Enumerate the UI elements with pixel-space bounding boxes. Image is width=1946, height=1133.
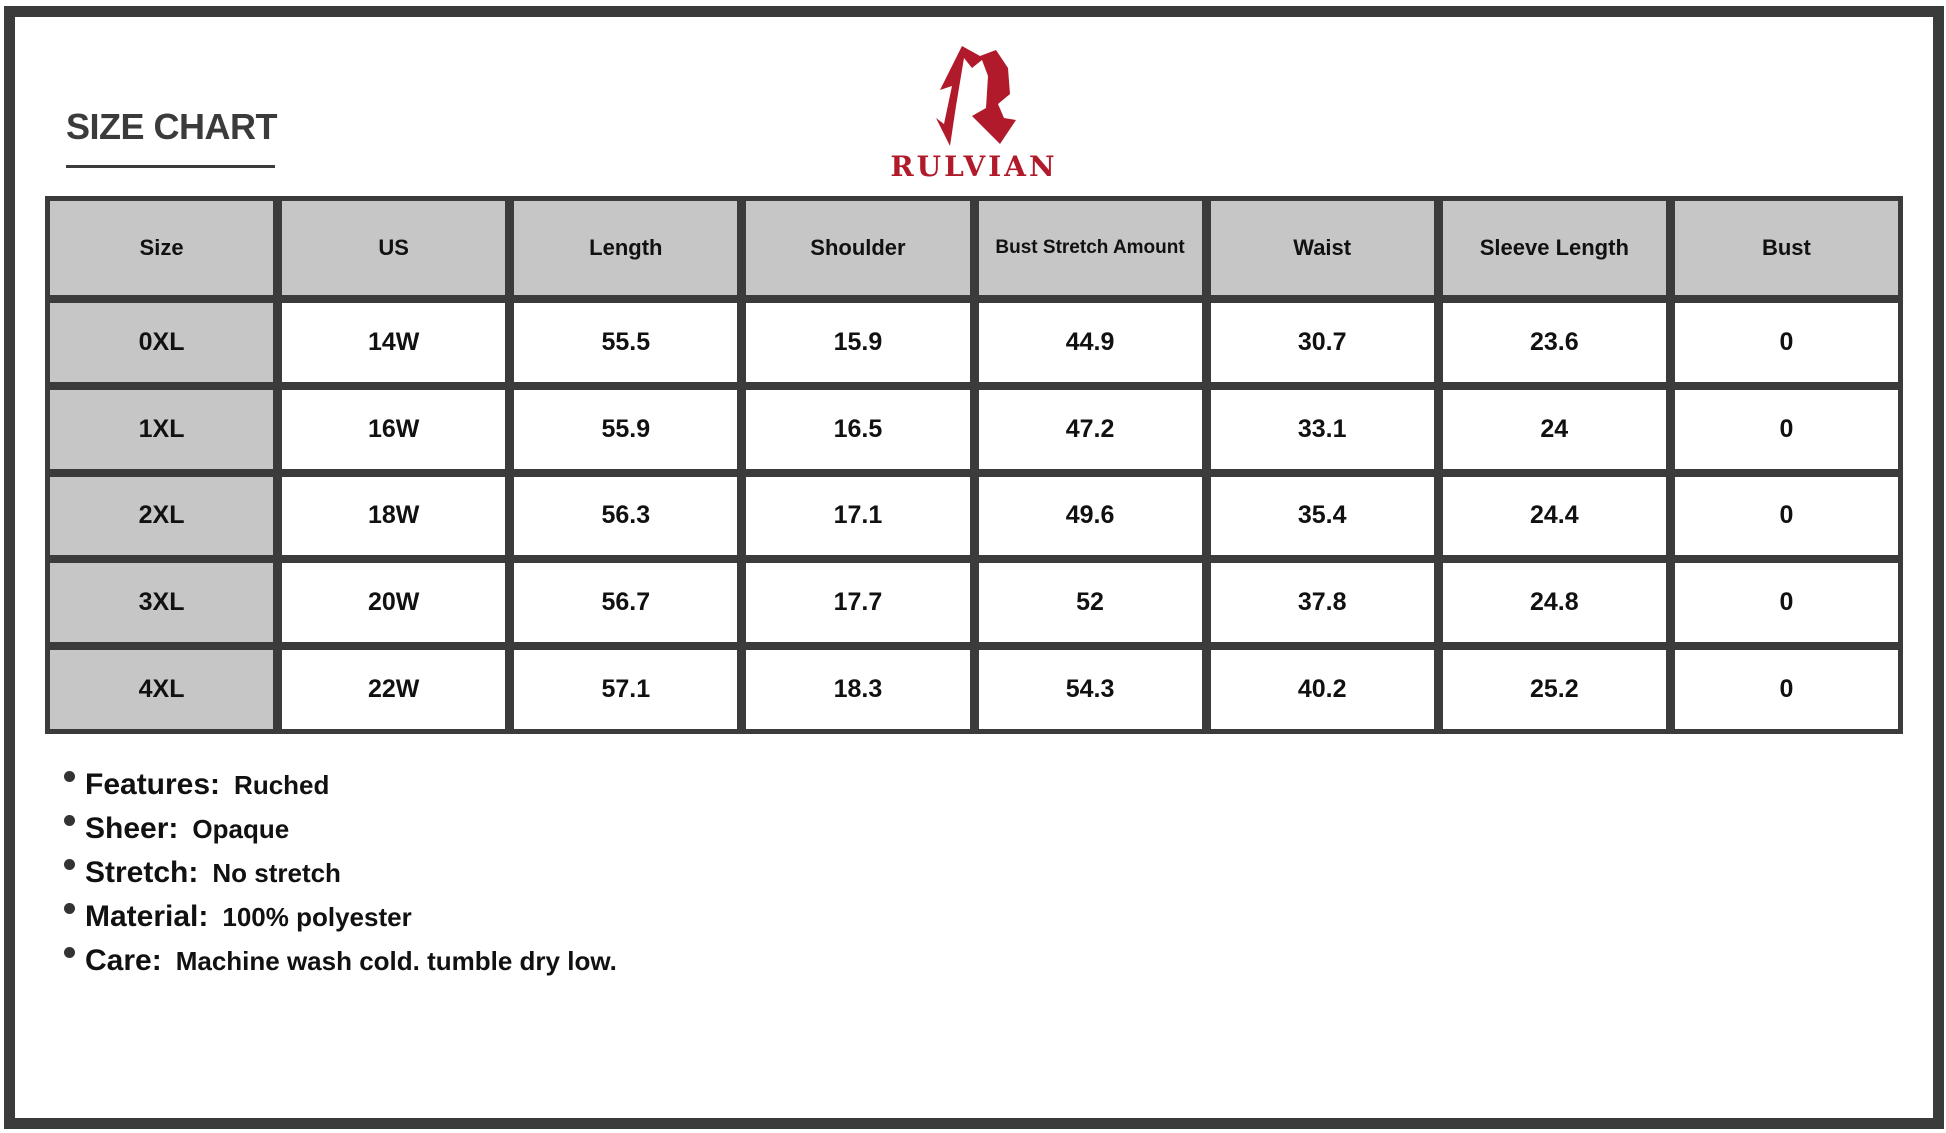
table-cell: 24.4 — [1442, 476, 1666, 556]
table-cell: 33.1 — [1210, 389, 1434, 469]
page-title: SIZE CHART — [66, 106, 278, 147]
feature-value: Ruched — [234, 770, 330, 800]
table-cell: 0 — [1674, 389, 1898, 469]
feature-item: Sheer: Opaque — [64, 812, 617, 856]
feature-item: Stretch: No stretch — [64, 856, 617, 900]
table-cell: 23.6 — [1442, 303, 1666, 382]
feature-label: Sheer: — [85, 812, 179, 845]
bullet-icon — [64, 859, 75, 870]
table-cell: 55.9 — [514, 389, 738, 469]
feature-value: 100% polyester — [222, 902, 412, 932]
feature-label: Material: — [85, 900, 209, 933]
table-cell: 54.3 — [978, 650, 1202, 729]
table-cell: 18W — [282, 476, 506, 556]
size-chart-table: Size US Length Shoulder Bust Stretch Amount W… — [45, 196, 1903, 734]
table-cell: 16.5 — [746, 389, 970, 469]
table-cell: 18.3 — [746, 650, 970, 729]
size-label-cell: 1XL — [50, 389, 274, 469]
feature-value: Machine wash cold. tumble dry low. — [175, 946, 617, 976]
column-header: Sleeve Length — [1442, 201, 1666, 295]
feature-item: Care: Machine wash cold. tumble dry low. — [64, 944, 617, 988]
size-label-cell: 4XL — [50, 650, 274, 729]
table-cell: 30.7 — [1210, 303, 1434, 382]
table-cell: 44.9 — [978, 303, 1202, 382]
feature-label: Features: — [85, 768, 221, 801]
table-cell: 0 — [1674, 303, 1898, 382]
table-cell: 24 — [1442, 389, 1666, 469]
brand-r-icon — [936, 46, 1016, 146]
table-cell: 14W — [282, 303, 506, 382]
column-header: US — [282, 201, 506, 295]
feature-item: Features: Ruched — [64, 768, 617, 812]
feature-item: Material: 100% polyester — [64, 900, 617, 944]
table-cell: 49.6 — [978, 476, 1202, 556]
table-cell: 40.2 — [1210, 650, 1434, 729]
feature-list: Features: Ruched Sheer: Opaque Stretch: No st… — [64, 768, 617, 988]
table-cell: 22W — [282, 650, 506, 729]
table-cell: 55.5 — [514, 303, 738, 382]
feature-value: Opaque — [192, 814, 290, 844]
column-header: Waist — [1210, 201, 1434, 295]
table-cell: 57.1 — [514, 650, 738, 729]
size-label-cell: 3XL — [50, 563, 274, 643]
brand-name: RULVIAN — [890, 150, 1058, 183]
table-cell: 47.2 — [978, 389, 1202, 469]
feature-value: No stretch — [212, 858, 341, 888]
column-header: Size — [50, 201, 274, 295]
table-cell: 20W — [282, 563, 506, 643]
table-cell: 16W — [282, 389, 506, 469]
size-label-cell: 2XL — [50, 476, 274, 556]
table-cell: 0 — [1674, 650, 1898, 729]
table-cell: 17.7 — [746, 563, 970, 643]
title-underline — [66, 165, 275, 168]
size-label-cell: 0XL — [50, 303, 274, 382]
feature-label: Care: — [85, 944, 162, 977]
table-cell: 0 — [1674, 563, 1898, 643]
table-cell: 15.9 — [746, 303, 970, 382]
table-cell: 37.8 — [1210, 563, 1434, 643]
table-cell: 56.3 — [514, 476, 738, 556]
column-header: Bust Stretch Amount — [978, 201, 1202, 295]
table-cell: 17.1 — [746, 476, 970, 556]
bullet-icon — [64, 771, 75, 782]
table-cell: 35.4 — [1210, 476, 1434, 556]
feature-label: Stretch: — [85, 856, 199, 889]
column-header: Shoulder — [746, 201, 970, 295]
bullet-icon — [64, 903, 75, 914]
table-cell: 25.2 — [1442, 650, 1666, 729]
table-cell: 56.7 — [514, 563, 738, 643]
bullet-icon — [64, 947, 75, 958]
column-header: Bust — [1674, 201, 1898, 295]
table-cell: 24.8 — [1442, 563, 1666, 643]
column-header: Length — [514, 201, 738, 295]
table-cell: 0 — [1674, 476, 1898, 556]
bullet-icon — [64, 815, 75, 826]
table-cell: 52 — [978, 563, 1202, 643]
brand-logo: RULVIAN — [884, 46, 1064, 186]
